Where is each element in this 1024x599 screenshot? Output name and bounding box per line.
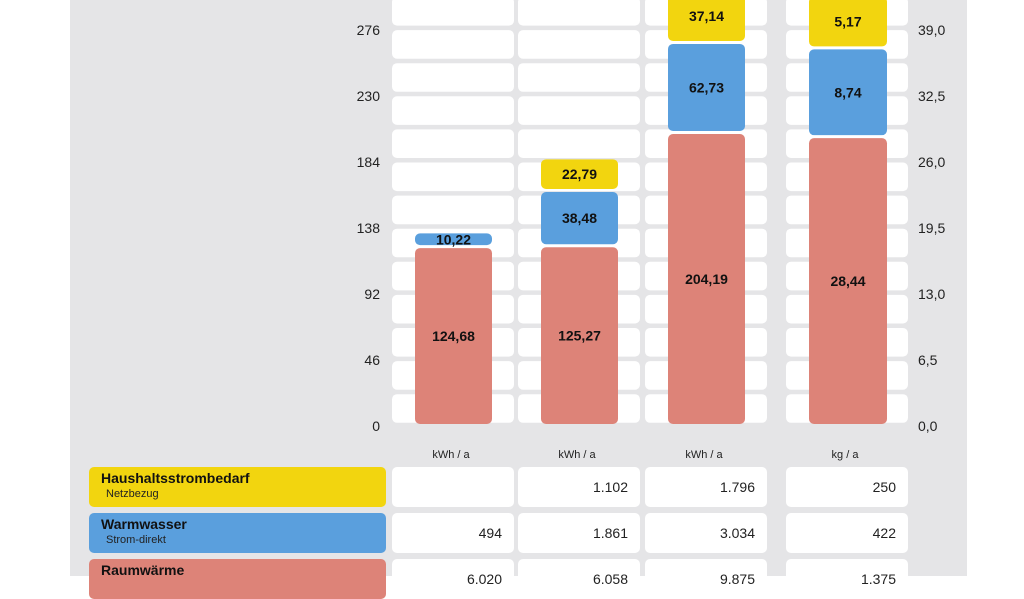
y-tick-right: 13,0 xyxy=(918,286,945,302)
grid-slot xyxy=(518,63,640,92)
legend-name: Haushaltsstrombedarf xyxy=(101,470,250,486)
table-cell: 6.020 xyxy=(392,559,514,599)
legend-item: Haushaltsstrombedarf Netzbezug xyxy=(89,467,386,507)
bar-value-label: 62,73 xyxy=(689,79,724,95)
table-cell: 9.875 xyxy=(645,559,767,599)
bar-warmwasser xyxy=(415,233,492,246)
bar-haushaltsstrombedarf xyxy=(668,0,745,41)
y-tick-right: 19,5 xyxy=(918,220,945,236)
bar-haushaltsstrombedarf xyxy=(809,0,887,47)
grid-slot xyxy=(392,129,514,158)
y-tick-left: 46 xyxy=(364,352,380,368)
table-cell: 494 xyxy=(392,513,514,553)
table-cell: 6.058 xyxy=(518,559,640,599)
unit-label: kWh / a xyxy=(432,449,470,461)
bar-haushaltsstrombedarf xyxy=(541,159,618,190)
unit-label: kWh / a xyxy=(558,449,596,461)
y-tick-left: 184 xyxy=(357,154,381,170)
y-tick-right: 32,5 xyxy=(918,88,945,104)
bar-value-label: 22,79 xyxy=(562,166,597,182)
table-cell: 3.034 xyxy=(645,513,767,553)
bar-value-label: 38,48 xyxy=(562,210,597,226)
unit-label: kg / a xyxy=(832,449,860,461)
legend-item: Raumwärme xyxy=(89,559,386,599)
table-cell: 422 xyxy=(786,513,908,553)
table-cell: 1.102 xyxy=(518,467,640,507)
bar-warmwasser xyxy=(668,43,745,131)
y-tick-right: 0,0 xyxy=(918,418,938,434)
grid-slot xyxy=(392,30,514,59)
legend-subtitle: Strom-direkt xyxy=(106,534,166,546)
bar-warmwasser xyxy=(541,192,618,245)
legend-subtitle: Netzbezug xyxy=(106,488,159,500)
table-cell: 250 xyxy=(786,467,908,507)
y-tick-left: 138 xyxy=(357,220,381,236)
grid-slot xyxy=(518,96,640,125)
y-tick-left: 276 xyxy=(357,22,381,38)
grid-slot xyxy=(518,129,640,158)
bar-raumwärme xyxy=(668,133,745,424)
bar-value-label: 5,17 xyxy=(834,14,861,30)
legend-name: Raumwärme xyxy=(101,562,185,578)
grid-slot xyxy=(518,30,640,59)
bar-raumwärme xyxy=(415,248,492,424)
table-cell: 1.796 xyxy=(645,467,767,507)
bar-value-label: 28,44 xyxy=(830,273,865,289)
legend-name: Warmwasser xyxy=(101,516,187,532)
bar-value-label: 10,22 xyxy=(436,231,471,247)
energy-bar-chart: 0 46 92 138 184 230 276 0,0 6,5 13,0 19,5 26,0 32,5 3… xyxy=(357,0,945,461)
table-cell xyxy=(392,467,514,507)
y-tick-left: 0 xyxy=(372,418,380,434)
y-tick-left: 92 xyxy=(364,286,380,302)
bar-value-label: 204,19 xyxy=(685,271,728,287)
bar-value-label: 8,74 xyxy=(834,84,861,100)
grid-slot xyxy=(518,0,640,26)
grid-slot xyxy=(392,0,514,26)
bar-value-label: 125,27 xyxy=(558,328,601,344)
bar-warmwasser xyxy=(809,49,887,136)
unit-label: kWh / a xyxy=(685,449,723,461)
grid-slot xyxy=(392,96,514,125)
bar-raumwärme xyxy=(541,247,618,424)
grid-slot xyxy=(392,195,514,225)
y-tick-right: 6,5 xyxy=(918,352,938,368)
y-tick-right: 39,0 xyxy=(918,22,945,38)
table-cell: 1.375 xyxy=(786,559,908,599)
legend-item: Warmwasser Strom-direkt xyxy=(89,513,386,553)
bar-value-label: 37,14 xyxy=(689,8,724,24)
bar-raumwärme xyxy=(809,138,887,425)
grid-slot xyxy=(392,162,514,192)
bar-value-label: 124,68 xyxy=(432,328,475,344)
y-tick-left: 230 xyxy=(357,88,381,104)
y-tick-right: 26,0 xyxy=(918,154,945,170)
grid-slot xyxy=(392,63,514,92)
table-cell: 1.861 xyxy=(518,513,640,553)
